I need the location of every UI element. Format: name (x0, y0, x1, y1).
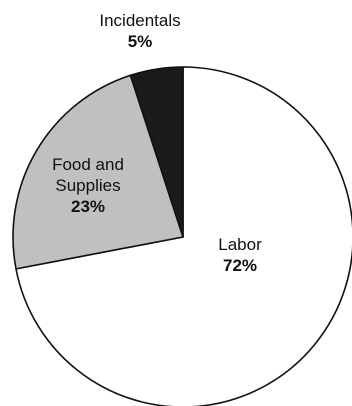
slice-label-labor: Labor (218, 235, 262, 254)
pie-slice-labor (15, 66, 352, 406)
slice-label-food-and-supplies: Food and (52, 155, 124, 174)
slice-label-food-and-supplies: Supplies (55, 176, 120, 195)
pie-labels: Labor 72% Food and Supplies 23% Incidentals 5% (52, 11, 262, 275)
slice-value-food-and-supplies: 23% (71, 197, 105, 216)
slice-label-incidentals: Incidentals (99, 11, 180, 30)
slice-value-incidentals: 5% (128, 32, 153, 51)
pie-slice-food-and-supplies (12, 74, 184, 270)
slice-value-labor: 72% (223, 256, 257, 275)
pie-slice-incidentals (129, 66, 184, 238)
pie-slices (12, 66, 352, 406)
